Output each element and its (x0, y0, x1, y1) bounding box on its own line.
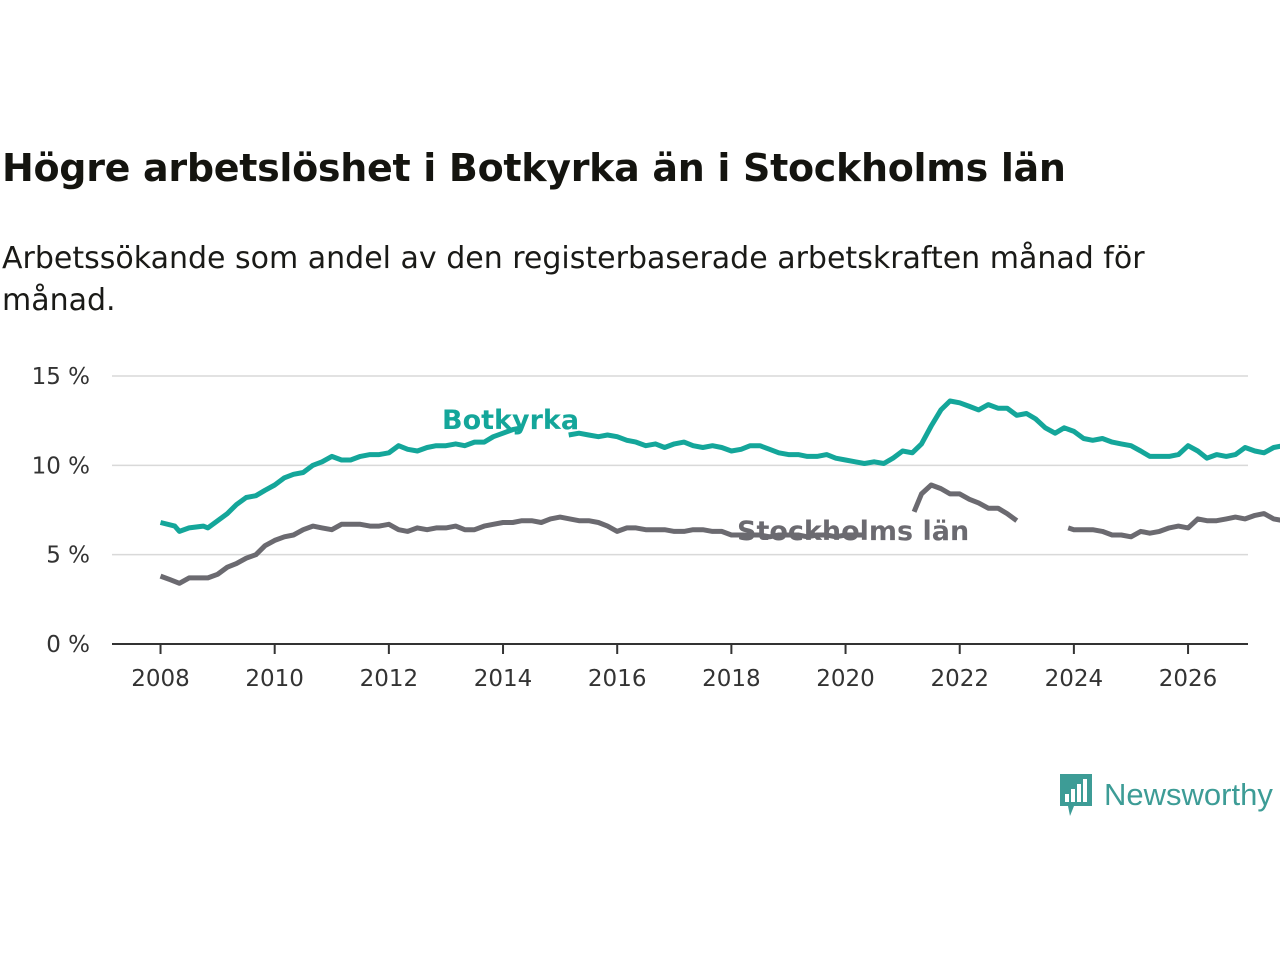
y-tick-label: 5 % (46, 543, 90, 569)
x-tick-label: 2026 (1159, 666, 1218, 692)
series-line-stockholms-lan (1067, 511, 1280, 540)
x-tick-label: 2024 (1045, 666, 1104, 692)
series-line-stockholms-lan (159, 514, 865, 586)
x-axis: 2008 2010 2012 2014 2016 2018 2020 2022 2024 2026 (112, 643, 1248, 692)
y-tick-label: 0 % (46, 632, 90, 658)
chart-title: Högre arbetslöshet i Botkyrka än i Stock… (2, 146, 1066, 190)
x-tick-label: 2010 (245, 666, 304, 692)
y-axis-labels: 0 % 5 % 10 % 15 % (32, 364, 90, 658)
newsworthy-bar-chart-icon (1060, 774, 1092, 816)
series-line-botkyrka (159, 425, 523, 534)
series-line-botkyrka (568, 398, 1280, 466)
newsworthy-logo: Newsworthy (1058, 772, 1273, 818)
series-lines (159, 398, 1280, 586)
x-tick-label: 2008 (131, 666, 190, 692)
series-label-botkyrka: Botkyrka (442, 405, 579, 436)
series-line-stockholms-lan (911, 482, 1019, 523)
line-chart: 0 %5 %10 %15 % 2008 2010 2012 2014 2016 2018 2… (32, 364, 1280, 692)
brand-name: Newsworthy (1104, 777, 1273, 812)
y-tick-label: 10 % (32, 453, 90, 479)
x-tick-label: 2016 (588, 666, 647, 692)
chart-subtitle: Arbetssökande som andel av den registerb… (2, 241, 1145, 318)
x-tick-label: 2018 (702, 666, 761, 692)
gridlines (112, 375, 1248, 556)
series-label-stockholms-lan: Stockholms län (737, 516, 969, 547)
x-tick-label: 2022 (930, 666, 989, 692)
x-tick-label: 2020 (816, 666, 875, 692)
x-tick-label: 2012 (360, 666, 419, 692)
x-tick-label: 2014 (474, 666, 533, 692)
y-tick-label: 15 % (32, 364, 90, 390)
